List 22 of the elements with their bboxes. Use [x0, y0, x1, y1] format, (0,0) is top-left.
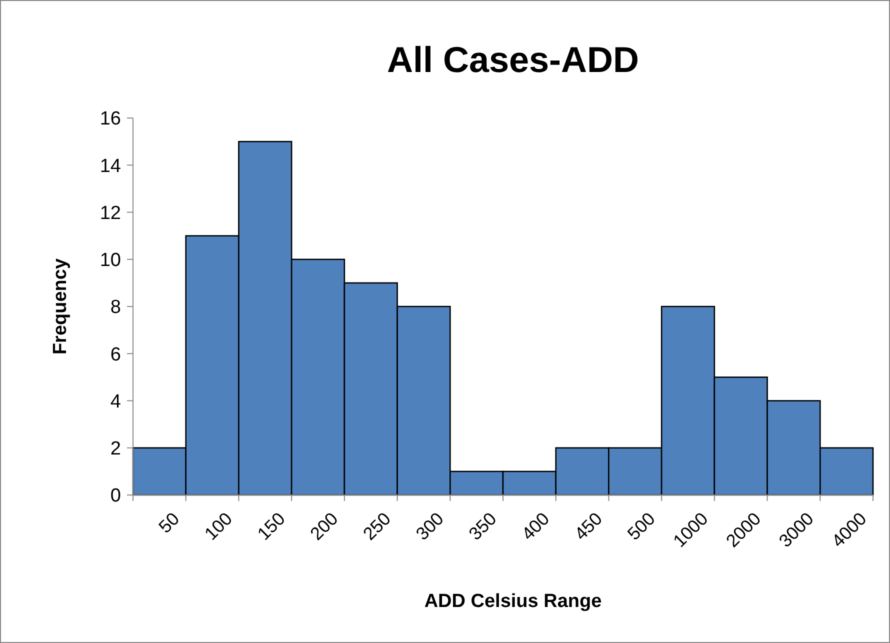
x-tick-label: 400: [518, 508, 554, 544]
x-tick-label: 200: [306, 508, 342, 544]
x-tick-label: 150: [253, 508, 289, 544]
x-axis-title: ADD Celsius Range: [424, 591, 602, 612]
chart-title: All Cases-ADD: [386, 39, 640, 80]
x-tick-label: 300: [412, 508, 448, 544]
y-tick-label: 10: [100, 250, 121, 272]
y-tick-label: 16: [100, 108, 121, 130]
x-tick-label: 500: [623, 508, 659, 544]
y-axis-title: Frequency: [50, 258, 71, 355]
y-tick-label: 14: [100, 156, 122, 177]
y-tick-label: 2: [110, 438, 121, 460]
y-tick-label: 8: [110, 297, 121, 318]
y-tick-label: 4: [110, 391, 122, 412]
x-tick-label: 50: [154, 508, 184, 537]
x-tick-label: 250: [359, 508, 395, 544]
y-tick-label: 6: [110, 344, 121, 366]
x-tick-label: 100: [200, 508, 236, 544]
y-tick-label: 0: [110, 486, 121, 507]
y-tick-label: 12: [100, 202, 121, 224]
x-tick-label: 450: [570, 508, 606, 544]
x-tick-label: 350: [464, 508, 500, 544]
